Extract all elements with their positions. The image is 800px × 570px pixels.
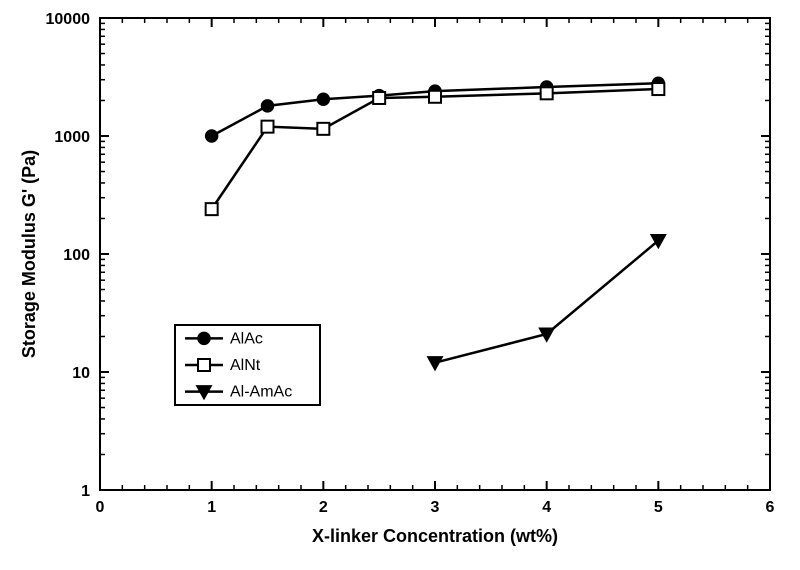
- data-point: [206, 203, 218, 215]
- data-point: [541, 87, 553, 99]
- data-point: [317, 123, 329, 135]
- x-tick-label: 4: [542, 499, 551, 516]
- chart-container: 0123456110100100010000X-linker Concentra…: [0, 0, 800, 570]
- x-tick-label: 2: [319, 499, 328, 516]
- data-point: [317, 93, 329, 105]
- x-tick-label: 6: [766, 499, 775, 516]
- x-tick-label: 1: [207, 499, 216, 516]
- y-tick-label: 10000: [46, 11, 91, 28]
- x-tick-label: 0: [96, 499, 105, 516]
- y-tick-label: 10: [72, 365, 90, 382]
- data-point: [262, 100, 274, 112]
- data-point: [652, 83, 664, 95]
- data-point: [206, 130, 218, 142]
- y-tick-label: 100: [63, 247, 90, 264]
- chart-svg: 0123456110100100010000X-linker Concentra…: [0, 0, 800, 570]
- legend-item-label: AlNt: [230, 357, 261, 374]
- legend: AlAc AlNt Al-AmAc: [175, 325, 320, 405]
- legend-item-label: AlAc: [230, 330, 263, 347]
- legend-item-label: Al-AmAc: [230, 384, 292, 401]
- y-tick-label: 1000: [54, 129, 90, 146]
- data-point: [373, 92, 385, 104]
- x-axis-label: X-linker Concentration (wt%): [312, 526, 558, 546]
- data-point: [262, 121, 274, 133]
- y-tick-label: 1: [81, 483, 90, 500]
- y-axis-label: Storage Modulus G' (Pa): [19, 150, 39, 358]
- x-tick-label: 5: [654, 499, 663, 516]
- x-tick-label: 3: [431, 499, 440, 516]
- data-point: [429, 91, 441, 103]
